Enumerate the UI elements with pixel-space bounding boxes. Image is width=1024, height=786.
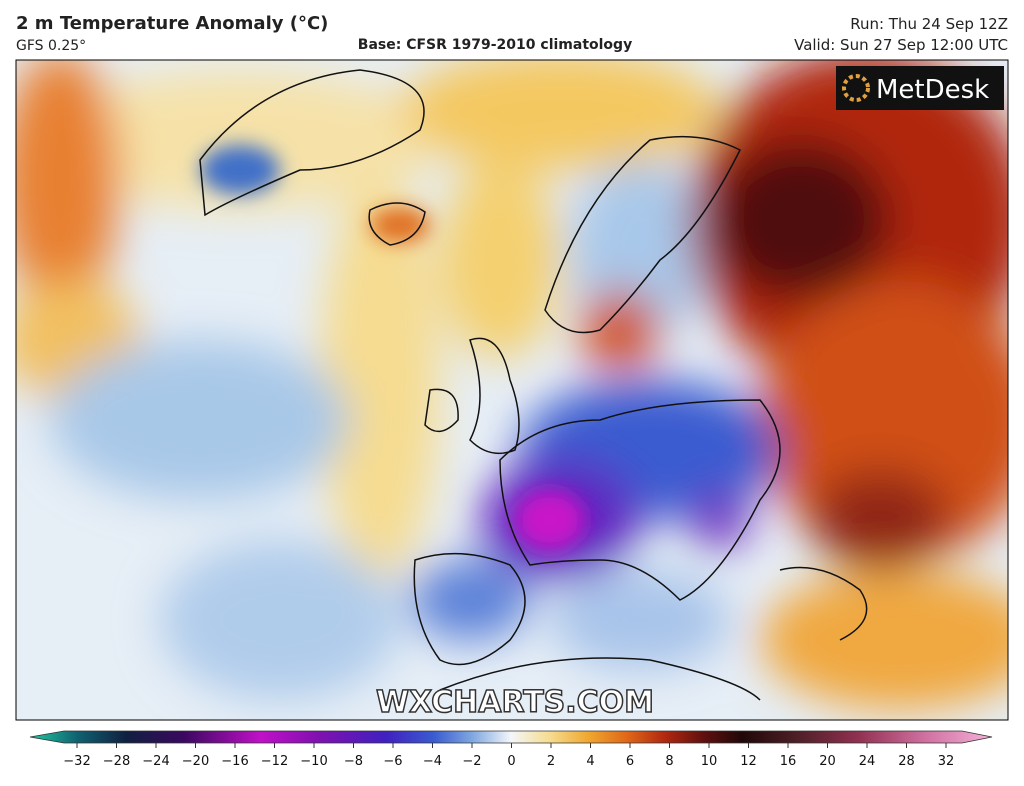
colorbar-tick-label: −6 — [383, 754, 402, 769]
map-frame — [15, 59, 1009, 721]
colorbar-tick-label: −2 — [462, 754, 481, 769]
run: Run: Thu 24 Sep 12Z — [850, 15, 1008, 33]
colorbar-tick-label: 16 — [780, 754, 797, 769]
map: MetDesk WXCHARTS.COM — [16, 60, 1008, 720]
colorbar-tick-label: −8 — [344, 754, 363, 769]
logo-box — [836, 66, 1004, 110]
colorbar-tick-label: −32 — [63, 754, 90, 769]
title: 2 m Temperature Anomaly (°C) — [16, 13, 328, 34]
colorbar-tick-label: 24 — [859, 754, 876, 769]
colorbar-tick-label: 8 — [665, 754, 673, 769]
colorbar-tick-label: −20 — [182, 754, 209, 769]
colorbar-tick-label: 2 — [547, 754, 555, 769]
colorbar-tick-label: 0 — [507, 754, 515, 769]
colorbar-tick-label: 32 — [938, 754, 955, 769]
colorbar-ticks: −32 −28 −24 −20 −16 −12 −10 −8 −6 −4 −2 0 2 4 6 8 10 12 16… — [63, 743, 954, 769]
colorbar — [29, 730, 993, 744]
colorbar-tick-label: 28 — [898, 754, 915, 769]
base: Base: CFSR 1979-2010 climatology — [358, 37, 632, 53]
colorbar-tick-label: −24 — [142, 754, 169, 769]
colorbar-tick-label: −12 — [261, 754, 288, 769]
colorbar-tick-label: −10 — [300, 754, 327, 769]
colorbar-tick-label: −28 — [103, 754, 130, 769]
logo: MetDesk — [876, 75, 989, 105]
logo-icon — [842, 74, 870, 102]
valid: Valid: Sun 27 Sep 12:00 UTC — [794, 36, 1008, 54]
colorbar-tick-label: 4 — [586, 754, 594, 769]
watermark: WXCHARTS.COM — [376, 685, 654, 720]
subtitle: GFS 0.25° — [16, 38, 86, 54]
colorbar-tick-label: 10 — [701, 754, 718, 769]
colorbar-tick-label: 20 — [819, 754, 836, 769]
colorbar-tick-label: −4 — [423, 754, 442, 769]
colorbar-tick-label: −16 — [221, 754, 248, 769]
colorbar-tick-label: 6 — [626, 754, 634, 769]
colorbar-tick-label: 12 — [740, 754, 757, 769]
